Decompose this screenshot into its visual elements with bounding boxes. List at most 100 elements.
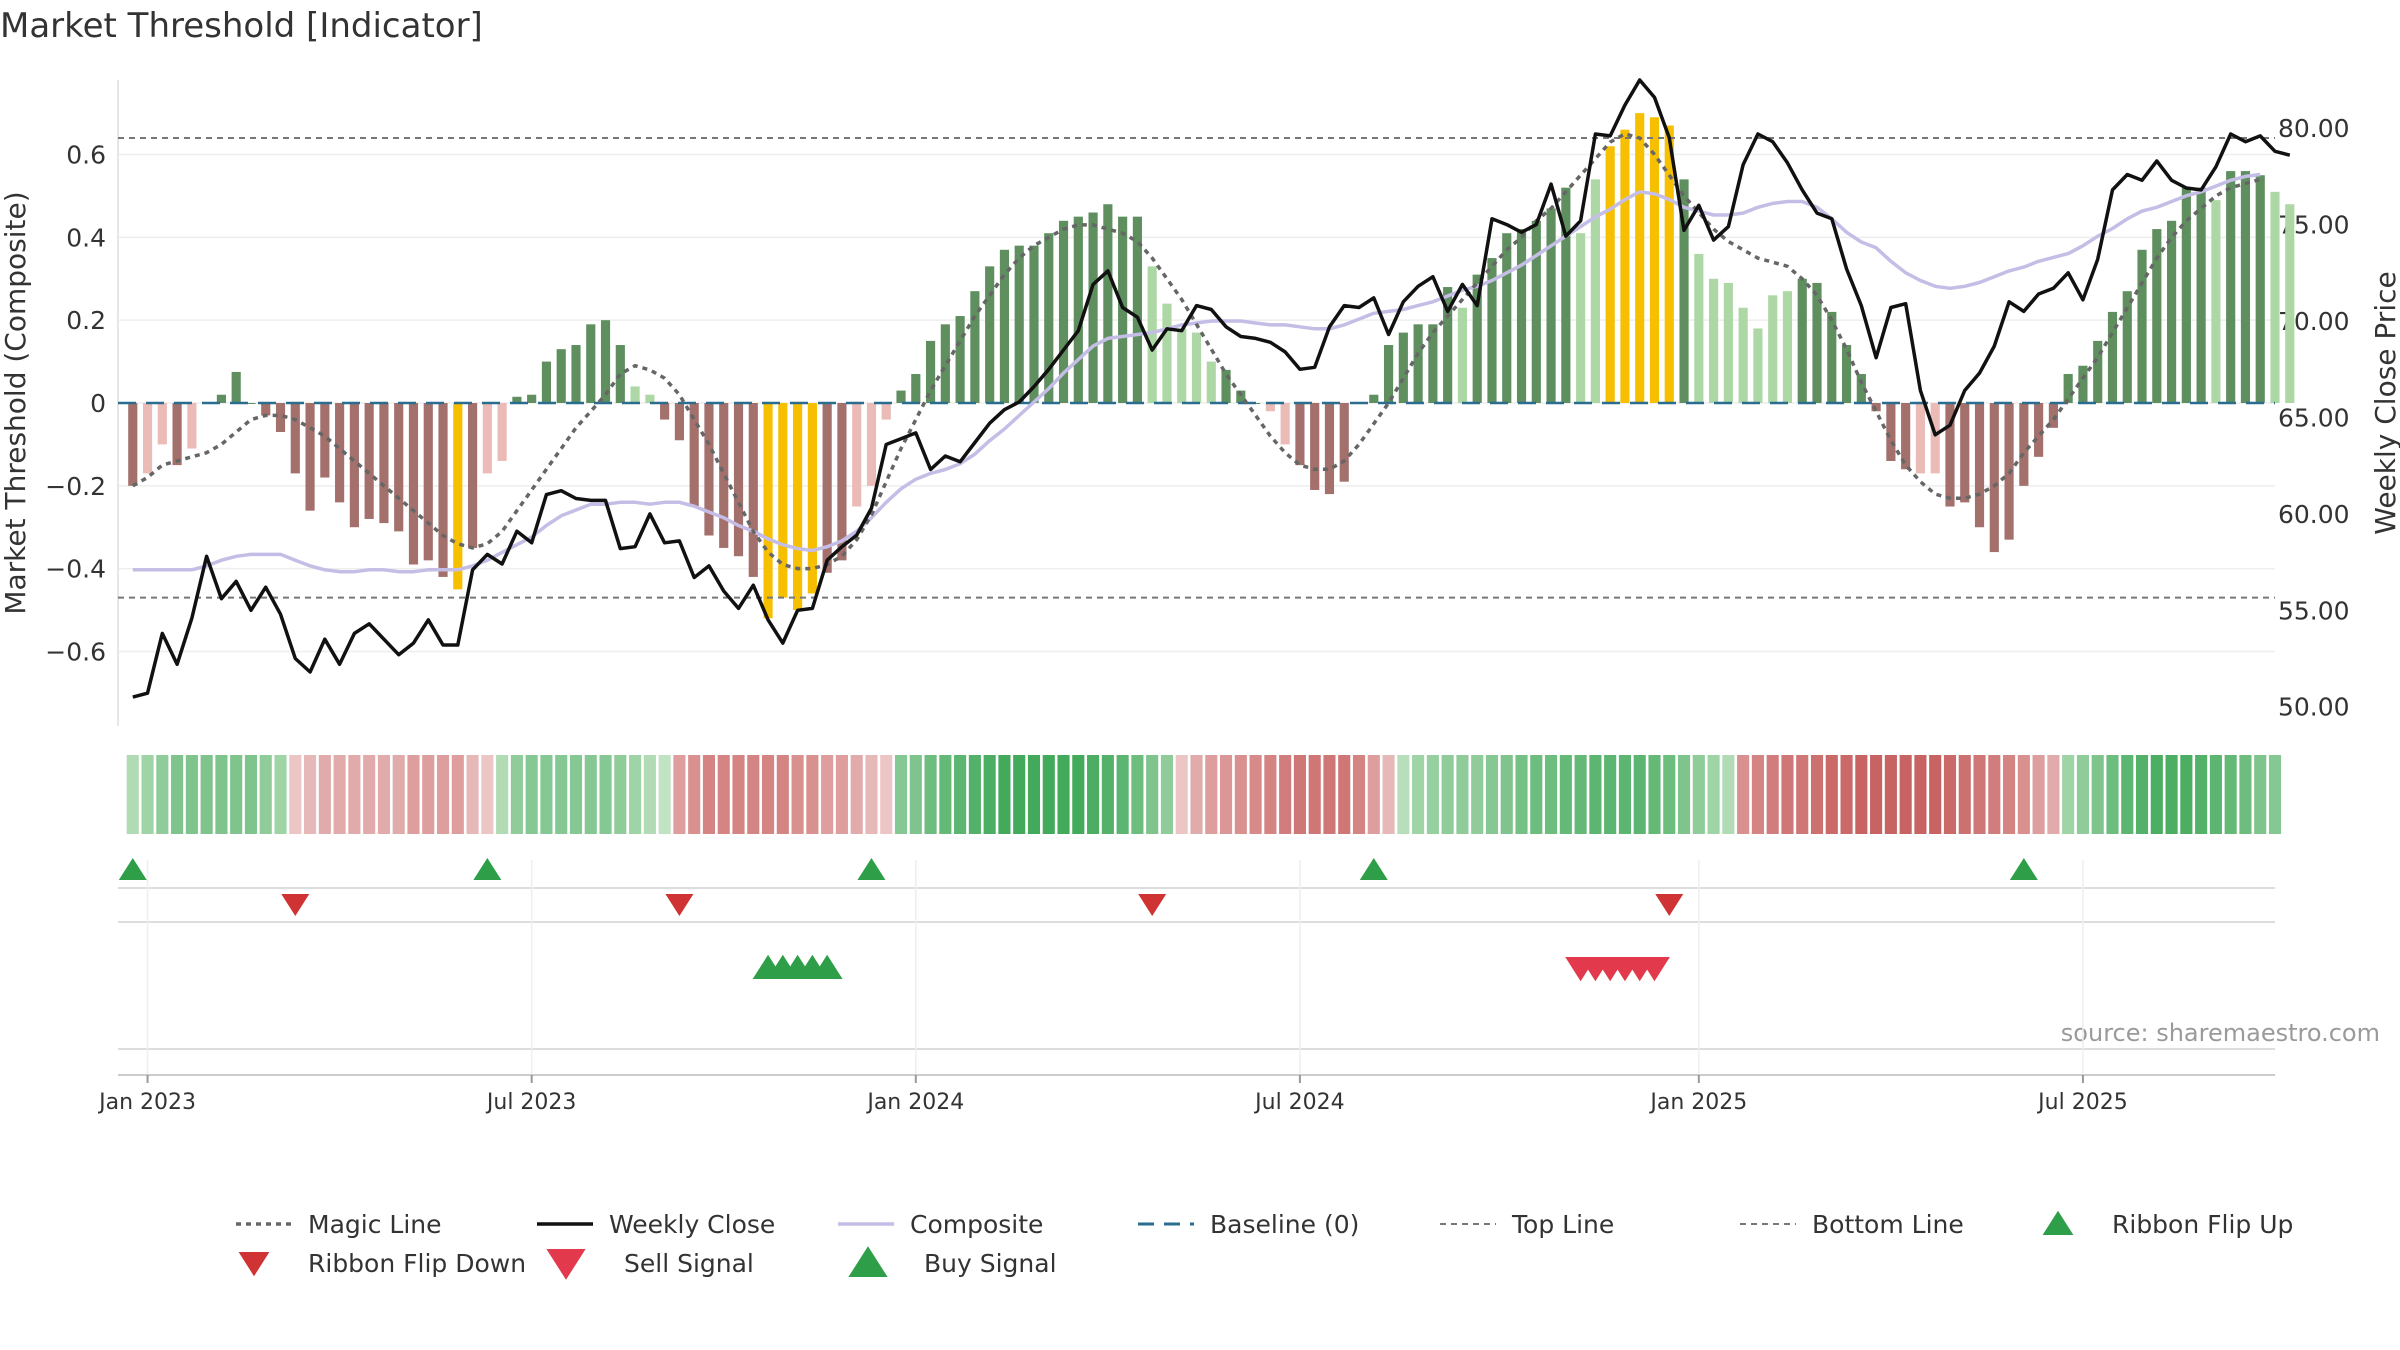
composite-bar bbox=[719, 403, 729, 548]
left-tick-label: −0.4 bbox=[45, 555, 106, 584]
ribbon-cell bbox=[629, 755, 642, 834]
ribbon-cell bbox=[2135, 755, 2149, 834]
ribbon-cell bbox=[599, 755, 612, 834]
composite-bar bbox=[733, 403, 744, 557]
ribbon-cell bbox=[1323, 755, 1336, 834]
ribbon-cell bbox=[1382, 755, 1395, 834]
magic-line bbox=[131, 131, 2261, 571]
composite-bar bbox=[2122, 291, 2132, 403]
composite-bar bbox=[1191, 332, 1202, 403]
legend-swatch bbox=[546, 1249, 586, 1280]
ribbon-flip-up-marker bbox=[2009, 858, 2038, 880]
composite-bar bbox=[1738, 307, 1748, 403]
buy-signal-marker bbox=[811, 954, 843, 979]
ribbon-cell bbox=[2017, 755, 2030, 834]
ribbon-cell bbox=[939, 755, 952, 834]
ribbon-cell bbox=[821, 755, 834, 834]
composite-bar bbox=[1118, 216, 1128, 403]
composite-bar bbox=[423, 403, 433, 561]
ribbon-flip-down-marker bbox=[1655, 894, 1684, 916]
composite-bar bbox=[2167, 220, 2177, 403]
gridlines bbox=[117, 80, 2275, 1075]
composite-bar bbox=[1664, 125, 1674, 404]
ribbon-cell bbox=[1205, 755, 1218, 834]
ribbon-cell bbox=[1072, 755, 1085, 834]
ribbon-cell bbox=[2165, 755, 2178, 834]
composite-bar bbox=[1516, 229, 1527, 403]
right-tick-label: 65.00 bbox=[2278, 403, 2350, 432]
composite-bar bbox=[1546, 208, 1556, 403]
composite-bar bbox=[556, 349, 566, 403]
ribbon-cell bbox=[171, 755, 184, 834]
composite-bar bbox=[1856, 374, 1866, 403]
composite-bar bbox=[1930, 403, 1940, 474]
ribbon-cell bbox=[2003, 755, 2016, 834]
composite-bar bbox=[128, 403, 138, 486]
ribbon-flip-down-marker bbox=[281, 894, 310, 916]
composite-bar bbox=[571, 345, 581, 403]
chart-title: Market Threshold [Indicator] bbox=[0, 6, 483, 46]
ribbon-cell bbox=[1899, 755, 1912, 834]
weekly-close-line bbox=[132, 78, 2291, 699]
ribbon-cell bbox=[1057, 755, 1070, 834]
composite-bar bbox=[586, 324, 596, 403]
ribbon-cell bbox=[1810, 755, 1824, 834]
composite-bar bbox=[600, 320, 611, 403]
ribbon-cell bbox=[673, 755, 686, 834]
composite-bar bbox=[660, 403, 670, 420]
composite-bar bbox=[630, 386, 640, 403]
ribbon-cell bbox=[865, 755, 878, 834]
ribbon-cell bbox=[968, 755, 981, 834]
ribbon-cell bbox=[200, 755, 213, 834]
composite-bar bbox=[999, 249, 1010, 403]
ribbon-cell bbox=[1663, 755, 1676, 834]
composite-bar bbox=[2107, 311, 2118, 403]
ribbon-cell bbox=[126, 755, 139, 834]
x-tick-label: Jul 2024 bbox=[1253, 1090, 1345, 1115]
ribbon-cell bbox=[1530, 755, 1543, 834]
composite-bar bbox=[2019, 403, 2029, 486]
composite-bar bbox=[467, 403, 478, 548]
composite-bar bbox=[1132, 216, 1142, 403]
composite-bar bbox=[1058, 220, 1069, 403]
composite-bar bbox=[674, 403, 684, 441]
composite-bar bbox=[2211, 200, 2221, 403]
composite-bar bbox=[1590, 179, 1600, 403]
ribbon-cell bbox=[1914, 755, 1927, 834]
ribbon-cell bbox=[835, 755, 848, 834]
ribbon-cell bbox=[1027, 755, 1041, 834]
legend-label: Composite bbox=[910, 1210, 1043, 1239]
ribbon-cell bbox=[259, 755, 272, 834]
ribbon-cell bbox=[289, 755, 302, 834]
ribbon-cell bbox=[924, 755, 937, 834]
ribbon-cell bbox=[2254, 755, 2267, 834]
ribbon-cell bbox=[1397, 755, 1410, 834]
ribbon-cell bbox=[1840, 755, 1853, 834]
composite-bar bbox=[748, 403, 758, 577]
ribbon-flip-up-marker bbox=[1359, 858, 1388, 880]
composite-bar bbox=[1428, 324, 1438, 403]
ribbon-cell bbox=[1515, 755, 1528, 834]
left-tick-label: −0.2 bbox=[45, 472, 106, 501]
ribbon-cell bbox=[1781, 755, 1794, 834]
ribbon-cell bbox=[392, 755, 405, 834]
composite-bar bbox=[2093, 340, 2103, 403]
ribbon-cell bbox=[481, 755, 494, 834]
composite-bar bbox=[142, 403, 153, 474]
left-tick-label: −0.6 bbox=[45, 637, 106, 666]
composite-bar bbox=[866, 403, 877, 486]
composite-bar bbox=[231, 371, 241, 403]
composite-bar bbox=[1206, 361, 1216, 403]
ribbon-cell bbox=[1796, 755, 1809, 834]
ribbon-cell bbox=[2062, 755, 2075, 834]
ribbon-cell bbox=[1574, 755, 1587, 834]
ribbon-cell bbox=[1929, 755, 1942, 834]
ribbon-cell bbox=[1426, 755, 1439, 834]
ribbon-cell bbox=[333, 755, 346, 834]
ribbon-cell bbox=[2150, 755, 2163, 834]
ribbon-cell bbox=[658, 755, 671, 834]
composite-bar bbox=[1620, 129, 1630, 403]
ribbon-cell bbox=[2268, 755, 2282, 834]
ribbon-cell bbox=[1604, 755, 1617, 834]
